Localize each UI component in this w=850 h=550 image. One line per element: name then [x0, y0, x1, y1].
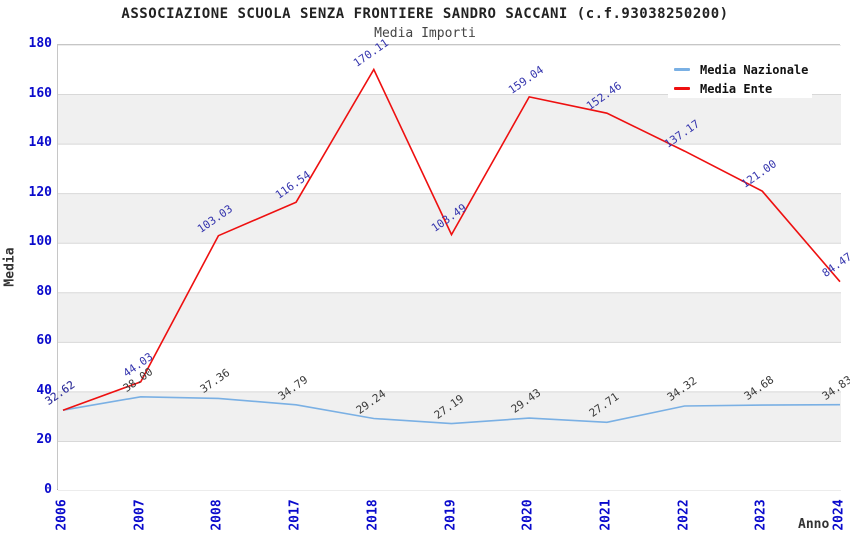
y-tick-label: 140 — [28, 135, 52, 151]
chart-svg — [58, 45, 841, 491]
legend-line-swatch-ente — [674, 87, 690, 90]
x-tick-label: 2024 — [831, 499, 847, 531]
x-tick-label: 2006 — [54, 499, 70, 531]
legend-label: Media Nazionale — [700, 62, 809, 77]
legend-item-media-ente: Media Ente — [674, 79, 812, 98]
background-band — [58, 243, 841, 293]
background-band — [58, 441, 841, 491]
y-tick-label: 120 — [28, 184, 52, 200]
legend-label: Media Ente — [700, 81, 773, 96]
chart-subtitle: Media Importi — [374, 26, 476, 41]
x-tick-label: 2017 — [287, 499, 303, 531]
legend-line-swatch-nazionale — [674, 68, 690, 71]
y-tick-label: 40 — [36, 382, 52, 398]
background-band — [58, 94, 841, 145]
y-tick-label: 0 — [44, 482, 52, 497]
x-tick-label: 2018 — [365, 499, 381, 531]
background-band — [58, 144, 841, 194]
y-axis-title: Media — [2, 247, 18, 287]
x-axis-title: Anno — [798, 517, 830, 532]
series-line-media-ente — [62, 67, 841, 411]
x-tick-label: 2022 — [676, 499, 692, 531]
x-tick-label: 2023 — [753, 499, 769, 531]
plot-area — [57, 44, 841, 491]
legend: Media Nazionale Media Ente — [668, 56, 812, 98]
background-band — [58, 342, 841, 392]
y-tick-label: 20 — [36, 432, 52, 448]
y-tick-label: 180 — [28, 36, 52, 51]
y-tick-label: 80 — [36, 283, 52, 299]
series-line-media-nazionale — [62, 395, 841, 425]
x-tick-label: 2008 — [209, 499, 225, 531]
x-tick-label: 2007 — [132, 499, 148, 531]
y-tick-label: 60 — [36, 333, 52, 349]
y-tick-label: 100 — [28, 234, 52, 250]
y-tick-label: 160 — [28, 85, 52, 101]
chart-title: ASSOCIAZIONE SCUOLA SENZA FRONTIERE SAND… — [121, 6, 729, 22]
x-tick-label: 2021 — [598, 499, 614, 531]
background-band — [58, 391, 841, 442]
x-tick-label: 2019 — [443, 499, 458, 531]
x-tick-label: 2020 — [520, 499, 536, 531]
background-band — [58, 193, 841, 244]
background-band — [58, 292, 841, 343]
legend-item-media-nazionale: Media Nazionale — [674, 60, 812, 79]
